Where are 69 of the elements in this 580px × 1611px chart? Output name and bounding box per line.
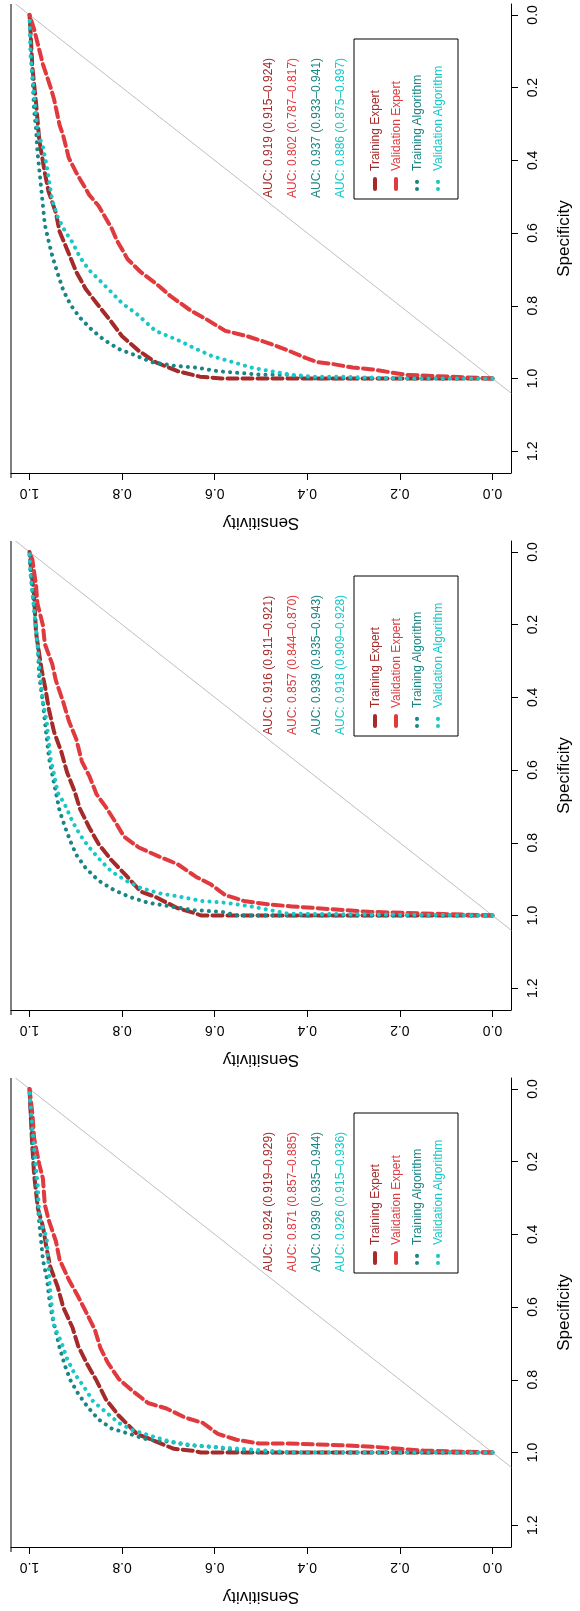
annotation: AUC: 0.939 (0.935–0.943) <box>309 594 323 735</box>
text: Validation Expert <box>389 80 403 171</box>
y-tick-label: 1.0 <box>524 905 540 926</box>
annotation: AUC: 0.802 (0.787–0.817) <box>285 57 299 198</box>
text: Validation Algorithm <box>431 1139 445 1245</box>
x-tick-label: 1.0 <box>19 1560 40 1576</box>
y-tick-label: 1.0 <box>524 368 540 389</box>
y-tick-label: 1.2 <box>524 978 540 998</box>
annotation: AUC: 0.937 (0.933–0.941) <box>309 57 323 198</box>
text: Training Expert <box>368 626 382 708</box>
x-tick-label: 0.0 <box>482 1023 503 1039</box>
y-tick-label: 1.0 <box>524 1442 540 1463</box>
x-tick-label: 0.0 <box>482 486 503 502</box>
x-axis-title: Sensitivity <box>222 1588 300 1607</box>
text: Validation Expert <box>389 617 403 708</box>
text: Validation Algorithm <box>431 65 445 171</box>
annotation: AUC: 0.918 (0.909–0.928) <box>333 594 347 735</box>
text: Validation Expert <box>389 1154 403 1245</box>
x-tick-label: 0.4 <box>297 1023 318 1039</box>
x-tick-label: 1.0 <box>19 1023 40 1039</box>
x-tick-label: 0.2 <box>389 1023 410 1039</box>
text: Training Algorithm <box>410 611 424 708</box>
y-tick-label: 0.2 <box>524 77 540 98</box>
x-tick-label: 0.6 <box>204 1023 225 1039</box>
y-tick-label: 0.0 <box>524 4 540 25</box>
annotation: AUC: 0.871 (0.857–0.885) <box>285 1131 299 1272</box>
annotation: AUC: 0.939 (0.935–0.944) <box>309 1131 323 1272</box>
annotation: AUC: 0.919 (0.915–0.924) <box>261 57 275 198</box>
text: Training Expert <box>368 1163 382 1245</box>
x-tick-label: 0.4 <box>297 1560 318 1576</box>
y-tick-label: 0.2 <box>524 1151 540 1172</box>
y-tick-label: 0.0 <box>524 541 540 562</box>
annotation: AUC: 0.924 (0.919–0.929) <box>261 1131 275 1272</box>
y-axis-title: Specificity <box>554 199 573 277</box>
x-tick-label: 0.2 <box>389 1560 410 1576</box>
x-tick-label: 0.0 <box>482 1560 503 1576</box>
y-tick-label: 1.2 <box>524 441 540 461</box>
x-tick-label: 0.6 <box>204 1560 225 1576</box>
y-axis-title: Specificity <box>554 736 573 814</box>
y-tick-label: 1.2 <box>524 1515 540 1535</box>
y-tick-label: 0.4 <box>524 150 540 171</box>
text: Validation Algorithm <box>431 602 445 708</box>
y-tick-label: 0.8 <box>524 832 540 853</box>
x-tick-label: 0.8 <box>112 1023 132 1039</box>
x-tick-label: 0.2 <box>389 486 410 502</box>
x-axis-title: Sensitivity <box>222 514 300 533</box>
annotation: AUC: 0.857 (0.844–0.870) <box>285 594 299 735</box>
y-tick-label: 0.2 <box>524 614 540 635</box>
annotation: AUC: 0.926 (0.915–0.936) <box>333 1131 347 1272</box>
x-axis-title: Sensitivity <box>222 1051 300 1070</box>
x-tick-label: 0.4 <box>297 486 318 502</box>
x-tick-label: 0.6 <box>204 486 225 502</box>
y-tick-label: 0.6 <box>524 760 540 780</box>
annotation: AUC: 0.886 (0.875–0.897) <box>333 57 347 198</box>
y-tick-label: 0.6 <box>524 1297 540 1317</box>
y-tick-label: 0.0 <box>524 1078 540 1099</box>
x-tick-label: 1.0 <box>19 486 40 502</box>
x-tick-label: 0.8 <box>112 1560 132 1576</box>
x-tick-label: 0.8 <box>112 486 132 502</box>
y-tick-label: 0.8 <box>524 295 540 316</box>
text: Training Expert <box>368 89 382 171</box>
text: Training Algorithm <box>410 1148 424 1245</box>
annotation: AUC: 0.916 (0.911–0.921) <box>261 595 275 735</box>
y-tick-label: 0.8 <box>524 1369 540 1390</box>
y-tick-label: 0.6 <box>524 223 540 243</box>
y-axis-title: Specificity <box>554 1273 573 1351</box>
y-tick-label: 0.4 <box>524 687 540 708</box>
y-tick-label: 0.4 <box>524 1224 540 1245</box>
text: Training Algorithm <box>410 74 424 171</box>
